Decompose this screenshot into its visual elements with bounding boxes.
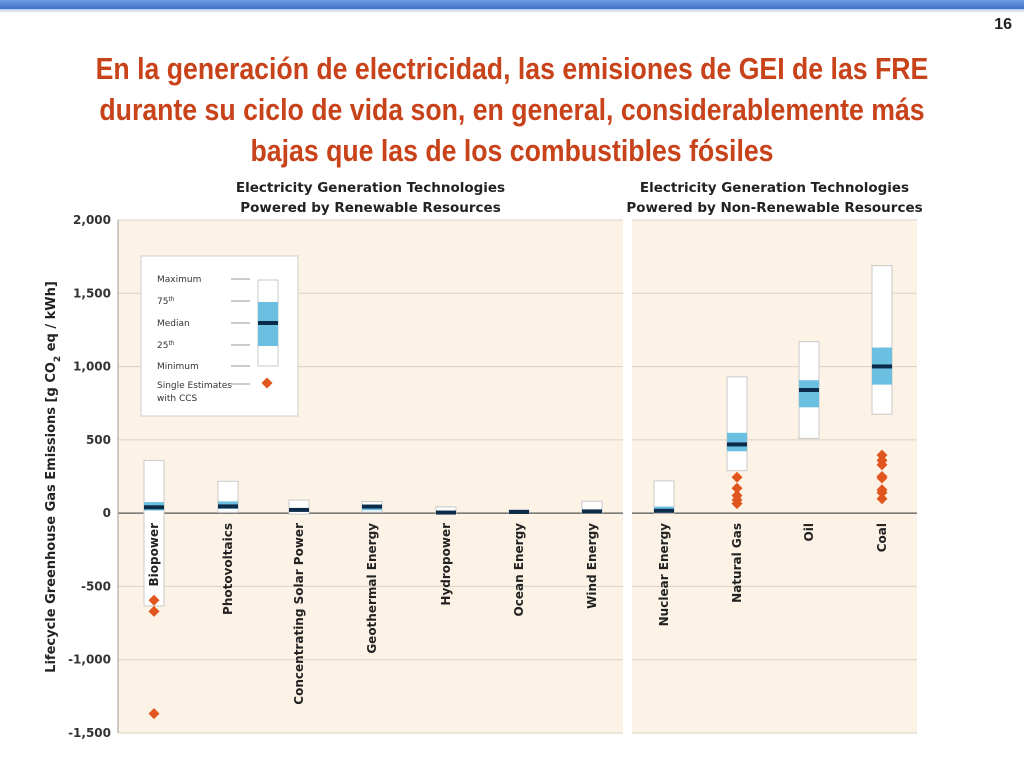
category-label-natural-gas: Natural Gas — [730, 523, 744, 603]
box-geothermal-energy — [361, 501, 383, 513]
box-nuclear-energy — [653, 480, 675, 514]
category-label-oil: Oil — [802, 523, 816, 541]
y-tick-label: 1,000 — [73, 360, 111, 374]
median-bar-natural-gas — [727, 442, 747, 447]
panel-title-2-line-2: Powered by Non-Renewable Resources — [626, 200, 922, 216]
chart-panel-background-2 — [632, 220, 917, 733]
ccs-marker-biopower — [148, 594, 160, 606]
median-bar-biopower — [144, 505, 164, 510]
panel-title-1-line-1: Electricity Generation Technologies — [236, 180, 505, 196]
median-bar-geothermal-energy — [362, 504, 382, 509]
legend-label-q1: 25th — [157, 340, 175, 352]
y-tick-label: 2,000 — [73, 213, 111, 227]
ccs-marker-coal — [876, 484, 888, 496]
y-tick-label: -1,500 — [68, 726, 111, 740]
median-bar-wind-energy — [582, 509, 602, 514]
ccs-marker-natural-gas — [731, 490, 743, 502]
ccs-marker-natural-gas — [731, 482, 743, 494]
y-tick-label: -1,000 — [68, 653, 111, 667]
y-axis-label: Lifecycle Greenhouse Gas Emissions [g CO… — [44, 281, 63, 673]
median-bar-coal — [872, 364, 892, 369]
category-label-hydropower: Hydropower — [439, 523, 453, 606]
box-hydropower — [435, 506, 457, 515]
legend-label-median: Median — [157, 319, 190, 329]
ccs-marker-coal — [876, 493, 888, 505]
legend-label-ccs-line2: with CCS — [157, 394, 198, 404]
category-label-geothermal-energy: Geothermal Energy — [365, 523, 379, 654]
median-bar-nuclear-energy — [654, 508, 674, 513]
iqr-box-oil — [799, 380, 819, 408]
ccs-marker-biopower — [148, 708, 160, 720]
legend: Maximum 75th Median 25th Minimum Single Estim… — [140, 255, 299, 417]
box-wind-energy — [581, 500, 603, 514]
slide-title: En la generación de electricidad, las em… — [95, 51, 929, 168]
median-bar-concentrating-solar-power — [289, 507, 309, 512]
y-tick-label: 0 — [103, 506, 111, 520]
top-banner-shadow — [0, 9, 1024, 13]
range-box-natural-gas — [726, 376, 748, 472]
median-bar-oil — [799, 388, 819, 393]
legend-sample-median — [258, 321, 278, 325]
box-biopower — [143, 459, 165, 720]
slide-number: 16 — [994, 16, 1012, 33]
box-natural-gas — [726, 376, 748, 510]
panel-title-1-line-2: Powered by Renewable Resources — [240, 200, 501, 216]
y-tick-label: 1,500 — [73, 286, 111, 300]
y-tick-label: 500 — [86, 433, 111, 447]
category-label-coal: Coal — [875, 523, 889, 552]
box-ocean-energy — [508, 509, 530, 514]
category-label-nuclear-energy: Nuclear Energy — [657, 523, 671, 627]
ccs-marker-coal — [876, 449, 888, 461]
category-label-concentrating-solar-power: Concentrating Solar Power — [292, 523, 306, 705]
ccs-marker-coal — [876, 471, 888, 482]
range-box-coal — [871, 265, 893, 415]
category-label-ocean-energy: Ocean Energy — [512, 523, 526, 617]
box-oil — [798, 341, 820, 439]
category-label-biopower: Biopower — [147, 523, 161, 587]
category-label-photovoltaics: Photovoltaics — [221, 523, 235, 615]
median-bar-hydropower — [436, 510, 456, 515]
ccs-marker-biopower — [148, 605, 160, 617]
legend-label-q3: 75th — [157, 296, 175, 308]
box-photovoltaics — [217, 480, 239, 513]
range-box-concentrating-solar-power — [288, 499, 310, 515]
box-coal — [871, 265, 893, 505]
median-bar-ocean-energy — [509, 509, 529, 514]
panel-title-2-line-1: Electricity Generation Technologies — [640, 180, 909, 196]
legend-label-minimum: Minimum — [157, 362, 199, 372]
top-banner — [0, 0, 1024, 9]
legend-label-ccs-line1: Single Estimates — [157, 381, 232, 391]
category-label-wind-energy: Wind Energy — [585, 523, 599, 609]
legend-sample-ccs-marker — [261, 377, 273, 389]
iqr-box-natural-gas — [727, 432, 747, 452]
median-bar-photovoltaics — [218, 504, 238, 509]
y-tick-label: -500 — [81, 579, 111, 593]
ccs-marker-natural-gas — [731, 471, 743, 483]
range-box-nuclear-energy — [653, 480, 675, 514]
legend-label-maximum: Maximum — [157, 275, 201, 285]
box-concentrating-solar-power — [288, 499, 310, 515]
